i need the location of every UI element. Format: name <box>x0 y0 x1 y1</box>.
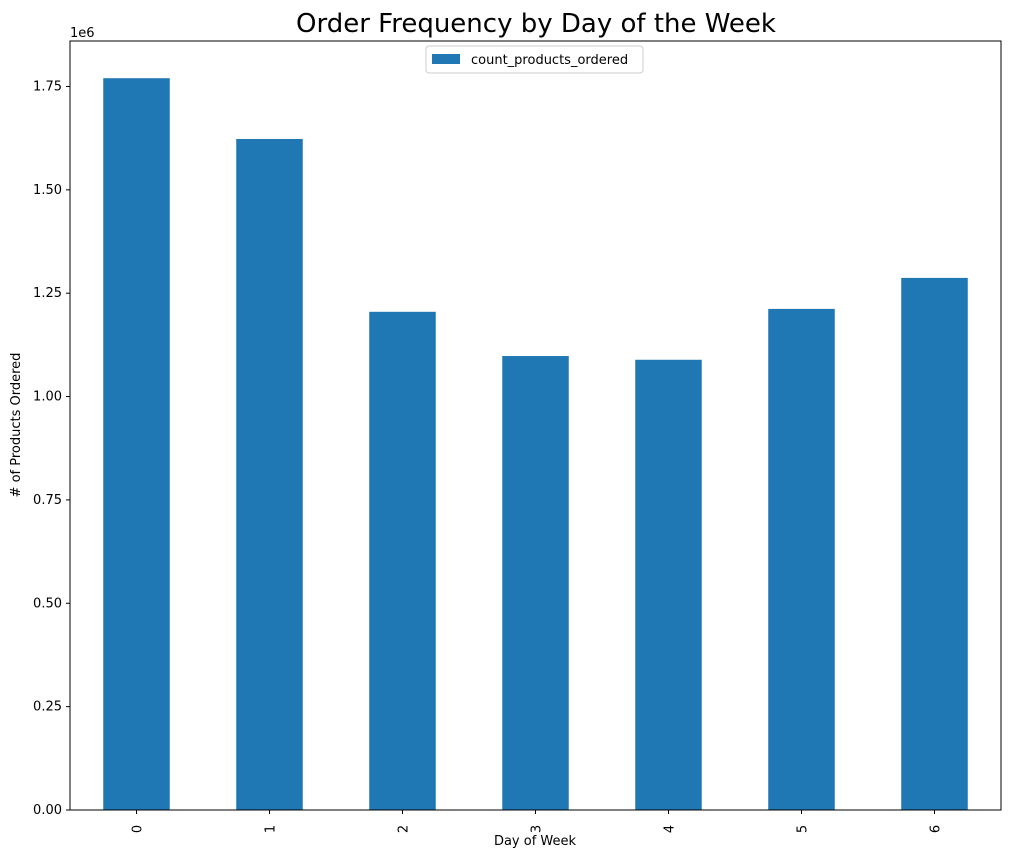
x-tick-label: 1 <box>264 825 279 833</box>
bars-group <box>103 78 968 811</box>
x-tick-label: 5 <box>796 825 811 833</box>
bar-day-4 <box>635 359 702 810</box>
y-tick-label: 1.25 <box>33 286 62 301</box>
y-tick-label: 0.00 <box>33 803 62 818</box>
bar-day-2 <box>369 311 436 810</box>
x-tick-label: 2 <box>397 825 412 833</box>
x-tick-label: 3 <box>530 825 545 833</box>
y-tick-label: 1.50 <box>33 183 62 198</box>
y-tick-label: 0.25 <box>33 700 62 715</box>
y-tick-label: 0.75 <box>33 493 62 508</box>
legend: count_products_ordered <box>425 45 644 74</box>
chart-title: Order Frequency by Day of the Week <box>296 9 776 39</box>
y-axis-label: # of Products Ordered <box>9 353 24 498</box>
y-tick-label: 1.75 <box>33 79 62 94</box>
y-tick-label: 1.00 <box>33 390 62 405</box>
plot-frame <box>69 40 1002 811</box>
bar-day-6 <box>901 277 968 810</box>
legend-frame <box>425 45 644 74</box>
x-tick-label: 4 <box>663 825 678 833</box>
x-axis-label: Day of Week <box>494 834 577 849</box>
legend-swatch <box>432 54 460 64</box>
bar-day-1 <box>236 138 303 811</box>
x-axis-ticks: 0 1 2 3 4 5 6 <box>131 810 944 833</box>
x-tick-label: 6 <box>929 825 944 833</box>
y-axis-ticks: 0.00 0.25 0.50 0.75 1.00 1.25 1.50 1.75 <box>33 79 70 818</box>
bar-day-5 <box>768 308 835 810</box>
y-tick-label: 0.50 <box>33 596 62 611</box>
y-axis-offset-label: 1e6 <box>70 26 95 41</box>
x-tick-label: 0 <box>131 825 146 833</box>
bar-day-0 <box>103 78 170 811</box>
bar-day-3 <box>502 356 569 810</box>
legend-entry-label: count_products_ordered <box>471 53 628 68</box>
